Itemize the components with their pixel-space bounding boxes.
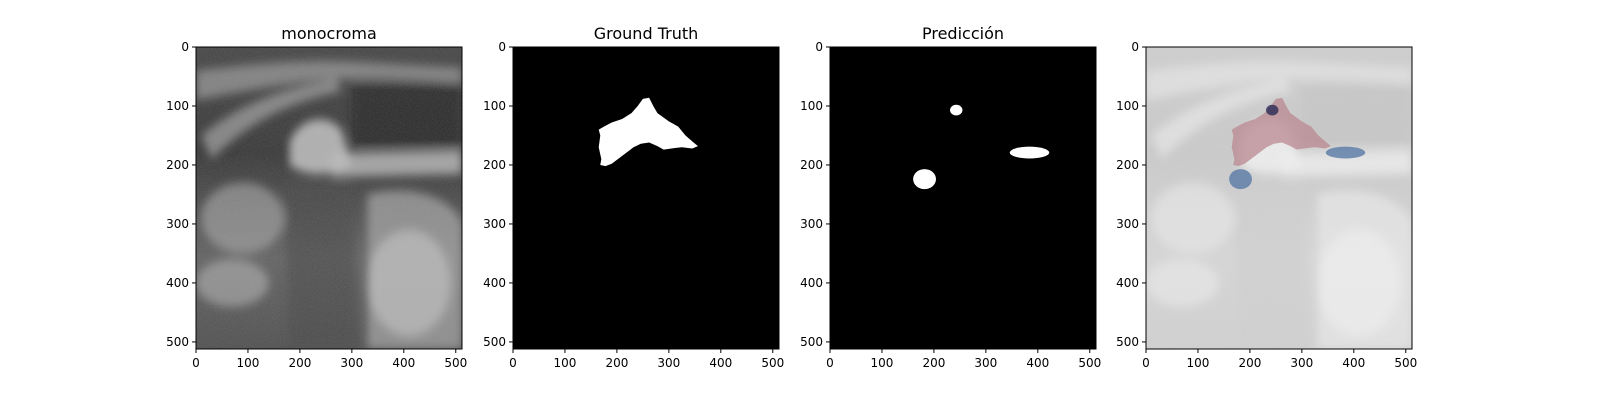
y-tick-label: 500	[1116, 335, 1139, 349]
y-tick-label: 200	[1116, 158, 1139, 172]
x-tick-label: 400	[1026, 356, 1049, 370]
x-tick-label: 500	[1394, 356, 1417, 370]
panel-image	[196, 47, 462, 349]
x-tick-label: 100	[1187, 356, 1210, 370]
axes-frame	[1145, 46, 1413, 350]
y-tick-label: 200	[483, 158, 506, 172]
x-tick-label: 300	[974, 356, 997, 370]
x-tick-label: 0	[1142, 356, 1150, 370]
x-tick-label: 300	[657, 356, 680, 370]
x-tick-label: 400	[1342, 356, 1365, 370]
ground-truth-mask	[598, 97, 698, 167]
x-tick-label: 200	[1238, 356, 1261, 370]
panel-image	[1146, 47, 1412, 349]
x-tick-label: 100	[554, 356, 577, 370]
x-tick-label: 300	[1290, 356, 1313, 370]
y-tick-label: 300	[1116, 217, 1139, 231]
y-tick-label: 400	[800, 276, 823, 290]
y-tick-label: 200	[800, 158, 823, 172]
panel-4: 0 0 100 100 200 200 300 300 400 400 500 500	[1116, 40, 1417, 370]
prediction-blob	[913, 169, 936, 190]
prediction-blob	[950, 104, 963, 116]
y-tick-label: 500	[800, 335, 823, 349]
overlay-ground-truth	[1231, 97, 1331, 167]
x-tick-label: 500	[444, 356, 467, 370]
panel-image	[513, 47, 779, 349]
overlay-prediction	[1325, 146, 1366, 159]
y-tick-label: 400	[166, 276, 189, 290]
y-tick-label: 400	[483, 276, 506, 290]
axes-frame	[195, 46, 463, 350]
x-tick-label: 400	[709, 356, 732, 370]
y-tick-label: 200	[166, 158, 189, 172]
y-tick-label: 500	[166, 335, 189, 349]
x-tick-label: 100	[871, 356, 894, 370]
y-tick-label: 500	[483, 335, 506, 349]
panel-title: Ground Truth	[594, 24, 699, 43]
panel-title: monocroma	[281, 24, 377, 43]
y-tick-label: 100	[800, 99, 823, 113]
x-tick-label: 0	[509, 356, 517, 370]
panel-title: Predicción	[922, 24, 1004, 43]
panel-1: monocroma 0 0 100 100 200 200 300 300 400 400 500 50…	[166, 24, 467, 370]
x-tick-label: 500	[1078, 356, 1101, 370]
overlay-prediction	[1229, 169, 1252, 190]
x-tick-label: 300	[340, 356, 363, 370]
panel-image	[830, 47, 1096, 349]
prediction-blob	[1009, 146, 1050, 159]
x-tick-label: 100	[237, 356, 260, 370]
y-tick-label: 100	[483, 99, 506, 113]
overlay-prediction	[1266, 104, 1279, 116]
y-tick-label: 0	[815, 40, 823, 54]
y-tick-label: 400	[1116, 276, 1139, 290]
x-tick-label: 200	[288, 356, 311, 370]
x-tick-label: 500	[761, 356, 784, 370]
y-tick-label: 300	[483, 217, 506, 231]
y-tick-label: 100	[1116, 99, 1139, 113]
y-tick-label: 300	[800, 217, 823, 231]
y-tick-label: 0	[181, 40, 189, 54]
x-tick-label: 0	[826, 356, 834, 370]
x-tick-label: 200	[922, 356, 945, 370]
y-tick-label: 300	[166, 217, 189, 231]
x-tick-label: 200	[605, 356, 628, 370]
y-tick-label: 0	[1131, 40, 1139, 54]
x-tick-label: 0	[192, 356, 200, 370]
x-tick-label: 400	[392, 356, 415, 370]
y-tick-label: 100	[166, 99, 189, 113]
panel-3: Predicción 0 0 100 100 200 200 300 300 400 400 500 5…	[800, 24, 1101, 370]
panel-2: Ground Truth 0 0 100 100 200 200 300 300 400 400 50…	[483, 24, 784, 370]
y-tick-label: 0	[498, 40, 506, 54]
axes-frame	[512, 46, 780, 350]
axes-frame	[829, 46, 1097, 350]
